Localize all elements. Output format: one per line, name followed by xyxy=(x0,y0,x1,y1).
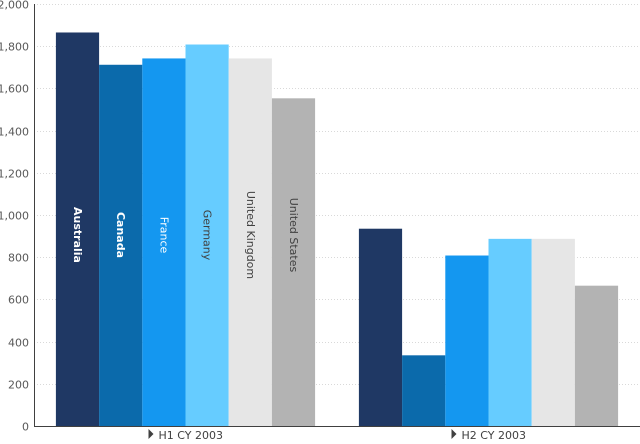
bar xyxy=(271,98,316,426)
bar xyxy=(402,355,446,426)
y-tick-label: 2,000 xyxy=(0,0,29,12)
x-category-label: H2 CY 2003 xyxy=(462,429,526,442)
bar-data-label: United Kingdom xyxy=(244,191,257,279)
y-tick-label: 1,800 xyxy=(0,41,29,54)
bar-data-label: Australia xyxy=(71,207,84,263)
y-tick-label: 1,000 xyxy=(0,210,29,223)
bar xyxy=(531,238,575,426)
bar xyxy=(488,238,532,426)
bar xyxy=(185,44,229,427)
expand-triangle-icon xyxy=(451,429,457,439)
expand-triangle-icon xyxy=(148,429,154,439)
y-tick-label: 600 xyxy=(8,294,29,307)
bar-data-label: Germany xyxy=(201,210,214,261)
bar-data-label: Canada xyxy=(114,212,127,258)
bar-data-label: United States xyxy=(287,198,300,273)
y-tick-label: 800 xyxy=(8,252,29,265)
bar xyxy=(445,255,489,426)
x-category-label: H1 CY 2003 xyxy=(159,429,223,442)
y-tick-label: 1,400 xyxy=(0,126,29,139)
bar-data-label: France xyxy=(157,217,170,254)
y-tick-label: 1,200 xyxy=(0,168,29,181)
y-tick-label: 1,600 xyxy=(0,83,29,96)
bar xyxy=(99,64,143,426)
y-tick-label: 400 xyxy=(8,337,29,350)
bar xyxy=(574,285,619,426)
y-tick-label: 200 xyxy=(8,379,29,392)
bars: Australia Canada France Germany United Kingd… xyxy=(55,32,619,427)
bar xyxy=(228,58,272,427)
bar xyxy=(358,228,403,426)
y-tick-label: 0 xyxy=(22,421,29,434)
bar xyxy=(142,58,186,427)
bar xyxy=(55,32,100,427)
